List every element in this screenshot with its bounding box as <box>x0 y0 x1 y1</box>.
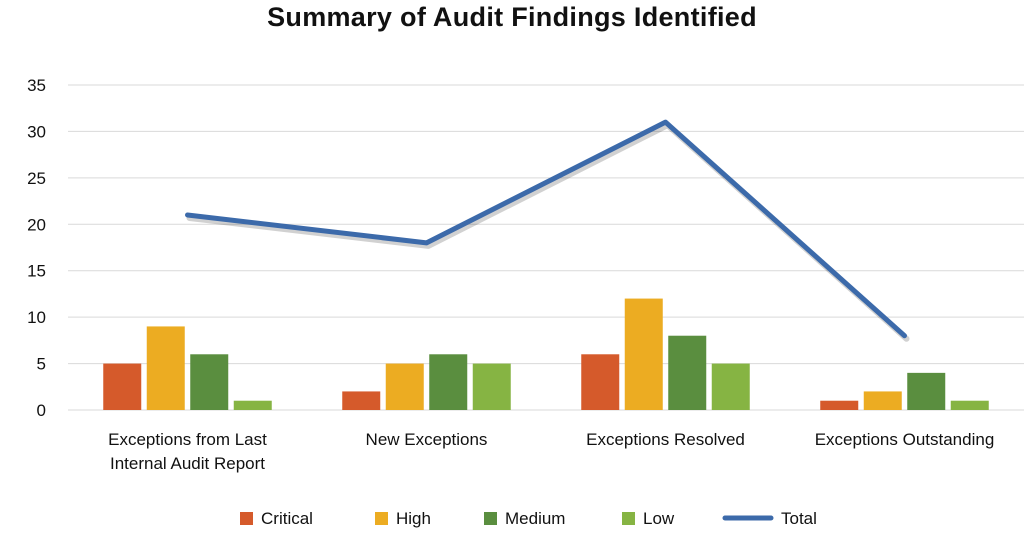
legend-label: Medium <box>505 509 565 528</box>
y-tick-label: 10 <box>27 308 46 327</box>
legend-swatch <box>484 512 497 525</box>
bar-critical <box>820 400 859 410</box>
y-tick-label: 30 <box>27 122 46 141</box>
legend-swatch <box>240 512 253 525</box>
bar-critical <box>581 354 620 410</box>
bar-low <box>711 363 750 410</box>
legend-item-high: High <box>375 509 431 528</box>
legend-label: High <box>396 509 431 528</box>
bar-medium <box>190 354 229 410</box>
y-tick-label: 5 <box>37 355 46 374</box>
y-tick-label: 20 <box>27 215 46 234</box>
y-axis-tick-labels: 0 5 10 15 20 25 30 35 <box>27 76 46 420</box>
category-labels: Exceptions from Last Internal Audit Repor… <box>108 430 994 473</box>
y-tick-label: 25 <box>27 169 46 188</box>
y-tick-label: 35 <box>27 76 46 95</box>
legend-label: Low <box>643 509 675 528</box>
bar-series <box>103 298 989 410</box>
legend-item-total: Total <box>722 509 817 528</box>
bar-critical <box>103 363 142 410</box>
total-line-shadow <box>186 122 910 342</box>
legend-swatch <box>622 512 635 525</box>
chart-title: Summary of Audit Findings Identified <box>267 2 757 32</box>
category-label: Exceptions Resolved <box>586 430 745 449</box>
total-line <box>185 119 907 339</box>
legend-item-critical: Critical <box>240 509 313 528</box>
legend-item-medium: Medium <box>484 509 565 528</box>
bar-high <box>863 391 902 410</box>
bar-medium <box>429 354 468 410</box>
total-line-series <box>185 119 910 342</box>
bar-high <box>146 326 185 410</box>
category-label: Exceptions from Last Internal Audit Repor… <box>108 430 267 473</box>
legend-label: Total <box>781 509 817 528</box>
bar-high <box>385 363 424 410</box>
bar-critical <box>342 391 381 410</box>
category-label: Exceptions Outstanding <box>815 430 995 449</box>
legend-label: Critical <box>261 509 313 528</box>
legend-swatch <box>375 512 388 525</box>
bar-low <box>950 400 989 410</box>
category-label: New Exceptions <box>366 430 488 449</box>
legend-item-low: Low <box>622 509 675 528</box>
bar-low <box>233 400 272 410</box>
y-tick-label: 15 <box>27 262 46 281</box>
bar-medium <box>668 335 707 410</box>
y-tick-label: 0 <box>37 401 46 420</box>
bar-low <box>472 363 511 410</box>
bar-medium <box>907 372 946 410</box>
legend: Critical High Medium Low Total <box>240 509 817 528</box>
bar-high <box>624 298 663 410</box>
